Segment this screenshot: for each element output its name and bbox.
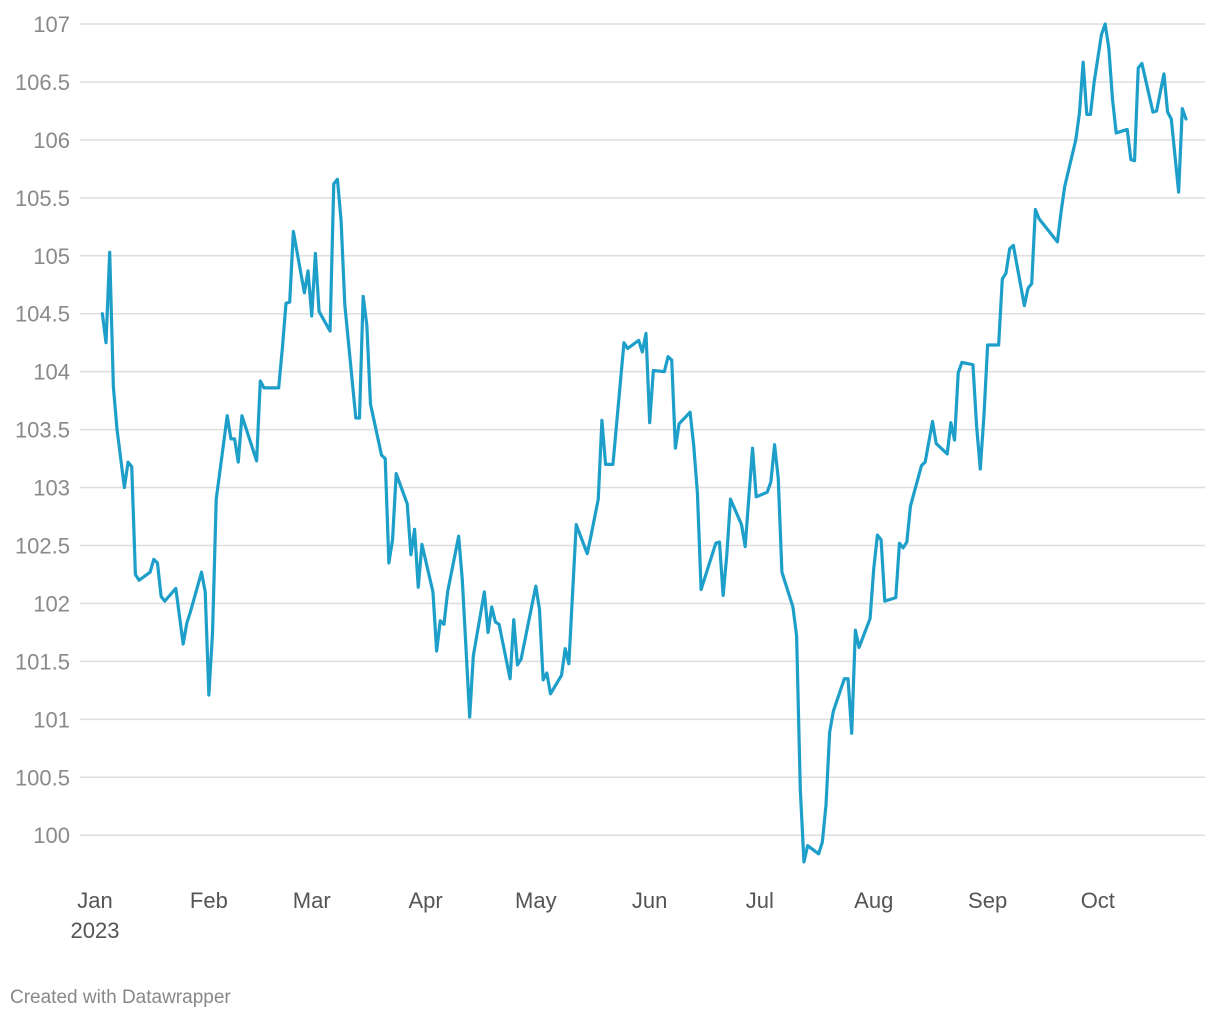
x-tick-label: Oct (1081, 888, 1115, 913)
footer: Created with Datawrapper (10, 987, 231, 1008)
x-tick-label: Feb (190, 888, 228, 913)
y-tick-label: 105 (33, 244, 70, 269)
x-tick-label: May (515, 888, 557, 913)
y-tick-label: 106.5 (15, 70, 70, 95)
y-tick-label: 105.5 (15, 186, 70, 211)
x-tick-label: Jul (746, 888, 774, 913)
y-tick-label: 101 (33, 707, 70, 732)
y-tick-label: 102.5 (15, 534, 70, 559)
x-tick-label: Jan 2023 (71, 888, 120, 943)
x-tick-label: Sep (968, 888, 1007, 913)
x-tick-label: Jun (632, 888, 667, 913)
y-tick-label: 103.5 (15, 418, 70, 443)
y-tick-label: 100 (33, 823, 70, 848)
y-tick-label: 102 (33, 591, 70, 616)
y-tick-label: 106 (33, 128, 70, 153)
y-tick-label: 107 (33, 12, 70, 37)
y-tick-label: 100.5 (15, 765, 70, 790)
x-tick-label: Apr (408, 888, 442, 913)
y-tick-label: 101.5 (15, 649, 70, 674)
x-tick-label-line: Jan (77, 888, 112, 913)
x-tick-label: Aug (854, 888, 893, 913)
x-tick-label: Mar (293, 888, 331, 913)
y-tick-label: 104 (33, 360, 70, 385)
data-line (100, 22, 1188, 864)
x-tick-label-line: 2023 (71, 918, 120, 943)
y-tick-label: 104.5 (15, 302, 70, 327)
y-tick-label: 103 (33, 476, 70, 501)
